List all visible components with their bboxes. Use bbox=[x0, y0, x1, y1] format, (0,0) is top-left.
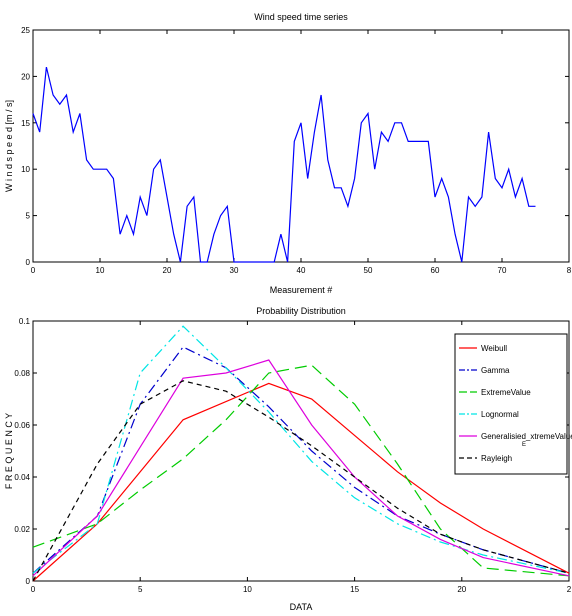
chart-title: Probability Distribution bbox=[256, 306, 346, 316]
y-tick-label: 25 bbox=[21, 26, 30, 35]
x-tick-label: 60 bbox=[431, 266, 440, 275]
x-tick-label: 70 bbox=[498, 266, 507, 275]
x-tick-label: 0 bbox=[31, 585, 36, 594]
y-tick-label: 15 bbox=[21, 119, 30, 128]
y-tick-label: 0.02 bbox=[14, 525, 30, 534]
x-tick-label: 30 bbox=[230, 266, 239, 275]
x-tick-label: 8 bbox=[567, 266, 572, 275]
legend-box bbox=[454, 333, 568, 475]
x-tick-label: 10 bbox=[243, 585, 252, 594]
series-line bbox=[32, 364, 570, 577]
x-tick-label: 50 bbox=[364, 266, 373, 275]
x-tick-label: 15 bbox=[350, 585, 359, 594]
legend-label: Lognormal bbox=[481, 410, 519, 419]
legend-label: Weibull bbox=[481, 344, 507, 353]
x-tick-label: 20 bbox=[457, 585, 466, 594]
x-tick-label: 20 bbox=[163, 266, 172, 275]
x-tick-label: 0 bbox=[31, 266, 36, 275]
legend-label-subscript: E bbox=[522, 442, 526, 448]
legend-label: ExtremeValue bbox=[481, 388, 531, 397]
series-line bbox=[32, 359, 570, 577]
y-tick-label: 0.06 bbox=[14, 421, 30, 430]
y-tick-label: 0.1 bbox=[19, 317, 31, 326]
x-axis-label: Measurement # bbox=[270, 285, 333, 295]
legend-label: Gamma bbox=[481, 366, 510, 375]
y-axis-label: W i n d s p e e d [m / s] bbox=[4, 100, 14, 192]
x-tick-label: 5 bbox=[138, 585, 143, 594]
y-tick-label: 10 bbox=[21, 165, 30, 174]
legend-label: Rayleigh bbox=[481, 454, 512, 463]
y-tick-label: 0 bbox=[26, 577, 31, 586]
legend-label: Generalisied_xtremeValue bbox=[481, 432, 572, 441]
y-axis-label: F R E Q U E N C Y bbox=[4, 413, 14, 489]
series-line bbox=[32, 325, 570, 574]
x-tick-label: 40 bbox=[297, 266, 306, 275]
probability-distribution-chart: Probability Distribution DATA F R E Q U … bbox=[4, 306, 572, 612]
x-axis-label: DATA bbox=[290, 602, 313, 612]
x-tick-label: 10 bbox=[96, 266, 105, 275]
legend: Weibull Gamma ExtremeValue Lognormal General… bbox=[454, 333, 572, 475]
series-line bbox=[32, 382, 570, 582]
y-tick-label: 5 bbox=[26, 212, 31, 221]
chart-title: Wind speed time series bbox=[254, 12, 348, 22]
x-tick-label: 2 bbox=[567, 585, 572, 594]
series-line bbox=[32, 66, 536, 263]
y-tick-label: 0.04 bbox=[14, 473, 30, 482]
series-line bbox=[32, 346, 570, 574]
wind-speed-chart: Wind speed time series Measurement # W i… bbox=[4, 12, 572, 295]
y-tick-label: 20 bbox=[21, 72, 30, 81]
plot-area bbox=[32, 29, 570, 263]
y-tick-label: 0.08 bbox=[14, 369, 30, 378]
y-tick-label: 0 bbox=[26, 258, 31, 267]
